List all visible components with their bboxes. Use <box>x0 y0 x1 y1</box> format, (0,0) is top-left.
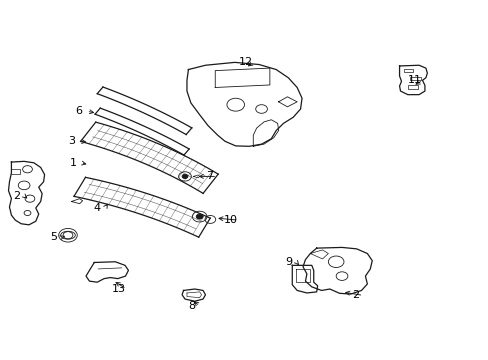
Circle shape <box>182 174 187 179</box>
Text: 2: 2 <box>351 291 359 301</box>
Text: 5: 5 <box>50 232 57 242</box>
Text: 4: 4 <box>94 203 101 213</box>
Text: 7: 7 <box>205 171 212 181</box>
Text: 12: 12 <box>238 57 252 67</box>
Circle shape <box>196 214 203 219</box>
Text: 8: 8 <box>188 301 195 311</box>
Text: 11: 11 <box>407 75 421 85</box>
Bar <box>404 69 412 72</box>
Bar <box>409 77 420 80</box>
Text: 9: 9 <box>284 257 291 267</box>
Text: 1: 1 <box>69 158 76 168</box>
Text: 10: 10 <box>224 215 237 225</box>
Text: 3: 3 <box>68 136 75 146</box>
Bar <box>407 85 417 89</box>
Text: 2: 2 <box>13 191 20 201</box>
Text: 13: 13 <box>111 284 125 294</box>
Text: 6: 6 <box>75 106 82 116</box>
